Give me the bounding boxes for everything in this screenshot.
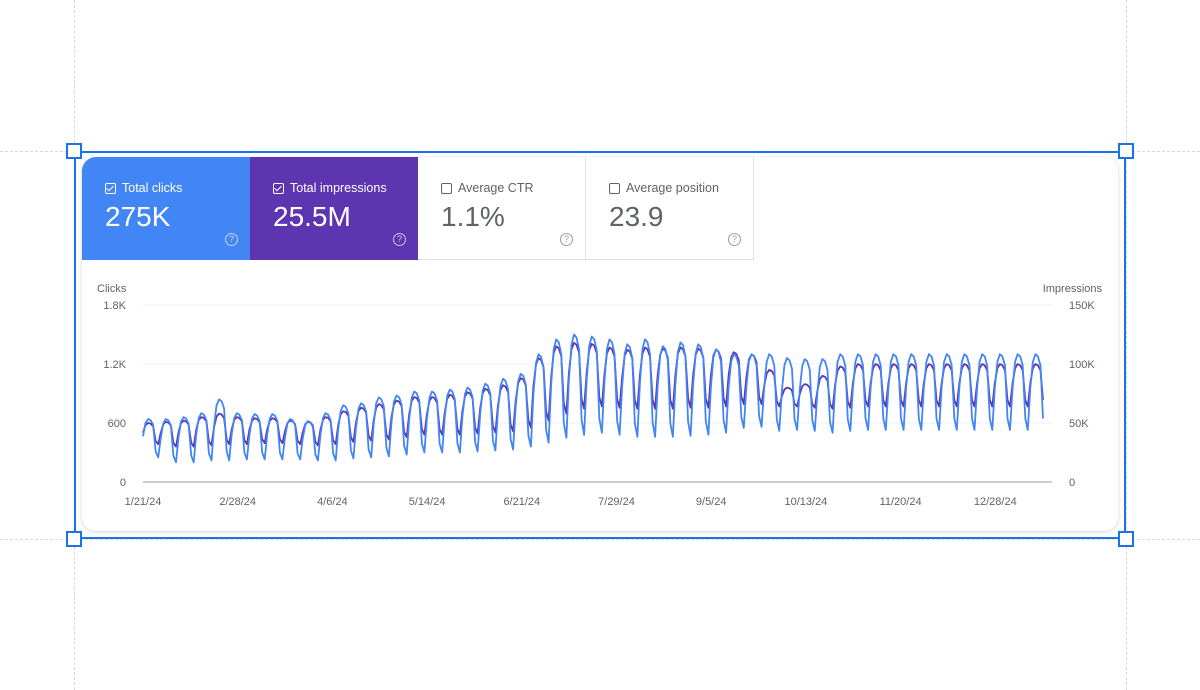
resize-handle-bottom-left[interactable] — [66, 531, 82, 547]
guide-line-vertical-right — [1126, 0, 1127, 690]
metric-value: 275K — [105, 201, 171, 232]
metric-label: Total clicks — [122, 181, 183, 195]
metric-label: Total impressions — [290, 181, 387, 195]
guide-line-horizontal-bottom — [0, 539, 1200, 540]
checkbox-unchecked-icon[interactable] — [441, 182, 452, 194]
right-axis-title: Impressions — [1042, 283, 1102, 295]
metric-label: Average position — [626, 181, 719, 195]
metric-value: 1.1% — [441, 201, 505, 232]
checkbox-checked-icon[interactable] — [273, 182, 284, 194]
performance-card: Total clicks 275K ? Total impressions 25… — [82, 157, 1118, 531]
metric-tile-total-clicks[interactable]: Total clicks 275K ? — [82, 157, 250, 260]
metric-tile-average-position[interactable]: Average position 23.9 ? — [586, 157, 754, 260]
metric-tiles: Total clicks 275K ? Total impressions 25… — [82, 157, 754, 260]
help-icon[interactable]: ? — [728, 233, 741, 246]
metric-value: 23.9 — [609, 201, 664, 232]
checkbox-unchecked-icon[interactable] — [609, 182, 620, 194]
metric-tile-total-impressions[interactable]: Total impressions 25.5M ? — [250, 157, 418, 260]
resize-handle-bottom-right[interactable] — [1118, 531, 1134, 547]
help-icon[interactable]: ? — [393, 233, 406, 246]
resize-handle-top-left[interactable] — [66, 143, 82, 159]
left-axis-title: Clicks — [97, 283, 127, 295]
help-icon[interactable]: ? — [560, 233, 573, 246]
metric-label: Average CTR — [458, 181, 534, 195]
resize-handle-top-right[interactable] — [1118, 143, 1134, 159]
checkbox-checked-icon[interactable] — [105, 182, 116, 194]
metric-tile-average-ctr[interactable]: Average CTR 1.1% ? — [418, 157, 586, 260]
help-icon[interactable]: ? — [225, 233, 238, 246]
metric-value: 25.5M — [273, 201, 351, 232]
selection-box[interactable] — [74, 151, 1126, 539]
